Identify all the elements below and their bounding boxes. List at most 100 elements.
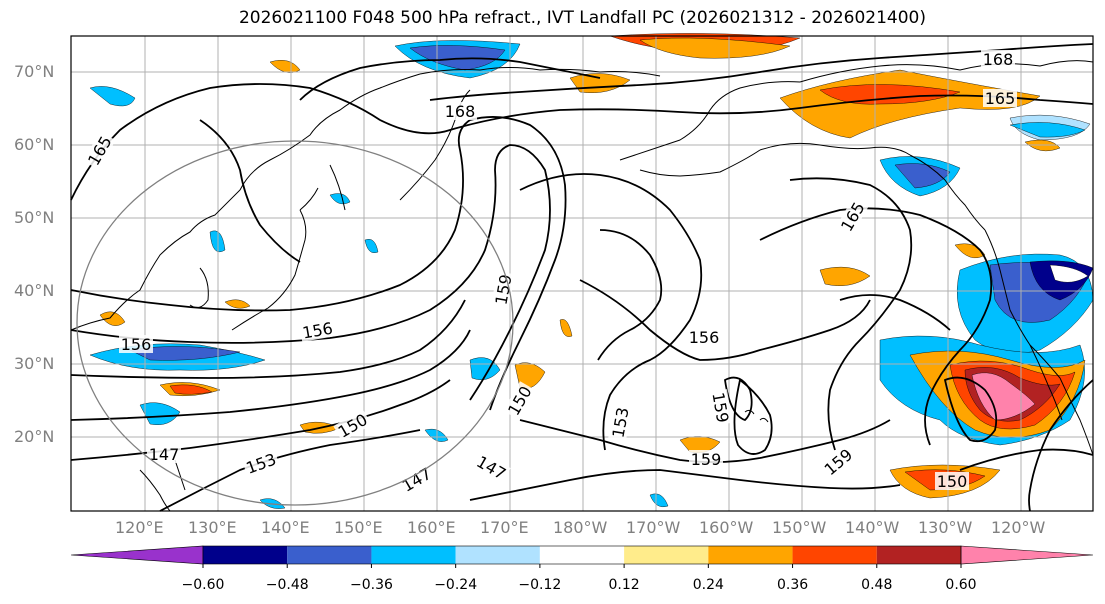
contour-line: [597, 229, 663, 361]
contour-label-bg: [299, 318, 336, 342]
contour-line: [724, 376, 753, 422]
latitude-label: 50°N: [14, 208, 55, 227]
landfall-region-circle: [76, 140, 514, 506]
coastline-path: [329, 164, 346, 211]
ivt-shading-patch: [129, 346, 241, 361]
contour-label: 156: [689, 328, 720, 347]
map-frame: [70, 35, 1094, 512]
contour-label-bg: [241, 448, 281, 478]
lat-lon-grid: [71, 36, 1093, 511]
contour-label-bg: [443, 102, 477, 120]
ivt-shading-patch: [224, 299, 251, 309]
contour-line: [579, 279, 871, 361]
longitude-label: 160°E: [407, 518, 456, 537]
coastline-path: [231, 209, 307, 331]
contour-line: [159, 429, 421, 512]
coastline-path: [759, 142, 911, 156]
colorbar-swatch: [287, 546, 372, 564]
longitude-label: 120°E: [115, 518, 164, 537]
coastline-path: [984, 229, 1061, 379]
longitude-label: 140°E: [261, 518, 310, 537]
contour-line: [469, 469, 901, 501]
ivt-shading-patch: [954, 243, 986, 259]
longitude-label: 130°E: [188, 518, 237, 537]
contour-line: [839, 294, 951, 331]
longitude-label: 140°W: [845, 518, 900, 537]
colorbar-swatch: [539, 546, 625, 564]
ivt-shading-patch: [269, 60, 301, 73]
coastlines: [70, 60, 1094, 512]
colorbar-swatch: [708, 546, 793, 564]
contour-label-bg: [472, 451, 511, 484]
contour-line: [199, 119, 301, 263]
colorbar-swatch: [371, 546, 456, 564]
coastline-path: [759, 417, 769, 423]
colorbar-tick-label: −0.24: [434, 577, 478, 593]
ivt-shading-patch: [409, 45, 506, 71]
colorbar-tick-label: 0.48: [861, 577, 893, 593]
coastline-path: [1059, 377, 1094, 456]
colorbar-swatch: [792, 546, 877, 564]
latitude-label: 30°N: [14, 354, 55, 373]
contour-label-bg: [687, 328, 721, 346]
colorbar-tick-label: −0.36: [349, 577, 393, 593]
longitude-label: 120°W: [991, 518, 1046, 537]
contour-label: 168: [983, 50, 1014, 69]
ivt-shading-patch: [971, 372, 1036, 421]
contour-line: [519, 173, 703, 451]
colorbar-swatch: [455, 546, 540, 564]
colorbar-tick-label: 0.24: [692, 577, 724, 593]
ivt-shading-patch: [99, 311, 126, 326]
contour-line: [1028, 379, 1094, 512]
contour-line: [789, 177, 913, 451]
colorbar-tick-label: −0.12: [518, 577, 562, 593]
contour-label-bg: [83, 131, 116, 170]
longitude-label: 150°W: [772, 518, 827, 537]
coastline-path: [639, 149, 761, 177]
contour-line: [943, 376, 998, 443]
contour-line: [70, 83, 1094, 201]
contour-line: [759, 207, 993, 446]
colorbar: [70, 545, 1094, 568]
longitude-label: 170°E: [480, 518, 529, 537]
longitude-label: 170°W: [626, 518, 681, 537]
contour-label-bg: [608, 404, 632, 441]
ivt-shading-patch: [819, 266, 871, 286]
colorbar-outline: [202, 545, 962, 565]
contour-label-bg: [333, 409, 372, 442]
contour-label-bg: [983, 89, 1017, 107]
contour-label: 147: [149, 445, 180, 464]
colorbar-tick-label: 0.36: [776, 577, 809, 593]
colorbar-swatch: [203, 546, 288, 564]
ivt-shading-patch: [139, 402, 181, 425]
colorbar-extension-high: [960, 545, 1094, 565]
contour-label: 150: [937, 472, 968, 491]
longitude-label: 150°E: [334, 518, 383, 537]
ivt-shading-patch: [639, 37, 791, 59]
colorbar-swatch: [876, 546, 961, 564]
contour-label: 165: [985, 89, 1016, 108]
contour-line: [70, 116, 567, 411]
contour-label: 159: [691, 450, 722, 469]
contour-line: [733, 378, 773, 455]
contour-label-bg: [836, 197, 869, 236]
contour-label-bg: [491, 271, 515, 308]
latitude-label: 40°N: [14, 281, 55, 300]
coastline-path: [909, 154, 986, 231]
contour-line: [70, 144, 551, 401]
coastline-path: [619, 81, 801, 161]
contour-label-bg: [147, 445, 181, 463]
ivt-shading-patch: [169, 384, 213, 395]
colorbar-tick-label: 0.12: [608, 577, 640, 593]
map-title: 2026021100 F048 500 hPa refract., IVT La…: [238, 8, 926, 28]
colorbar-extension-low: [70, 545, 204, 565]
contour-line: [299, 57, 601, 101]
latitude-label: 60°N: [14, 135, 55, 154]
longitude-label: 160°W: [699, 518, 754, 537]
coastline-path: [299, 187, 319, 211]
colorbar-tick-label: 0.60: [945, 577, 977, 593]
colorbar-tick-label: −0.60: [181, 577, 225, 593]
ivt-shading-patch: [89, 86, 136, 107]
